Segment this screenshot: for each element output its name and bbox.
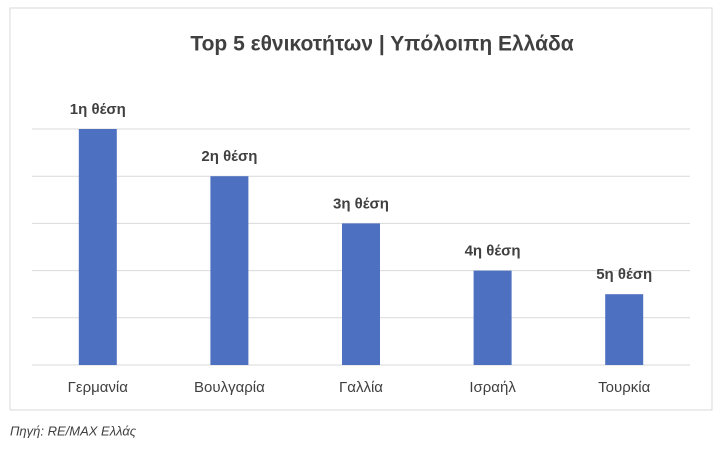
x-tick-label: Τουρκία: [598, 379, 650, 396]
x-tick-label: Ισραήλ: [469, 379, 516, 396]
x-tick-label: Βουλγαρία: [194, 379, 265, 396]
data-label: 3η θέση: [333, 195, 389, 212]
source: Πηγή: RE/MAX Ελλάς: [10, 423, 137, 438]
data-label: 4η θέση: [465, 243, 521, 260]
bar: [605, 294, 644, 365]
bar: [473, 270, 512, 365]
data-label: 5η θέση: [596, 266, 652, 283]
bar: [342, 223, 380, 365]
bar: [78, 129, 117, 365]
x-tick-label: Γαλλία: [339, 379, 383, 396]
chart-title: Top 5 εθνικοτήτων | Υπόλοιπη Ελλάδα: [190, 33, 573, 56]
bar: [210, 176, 249, 365]
x-tick-label: Γερμανία: [68, 379, 129, 396]
data-label: 1η θέση: [70, 101, 126, 118]
data-label: 2η θέση: [201, 148, 257, 165]
